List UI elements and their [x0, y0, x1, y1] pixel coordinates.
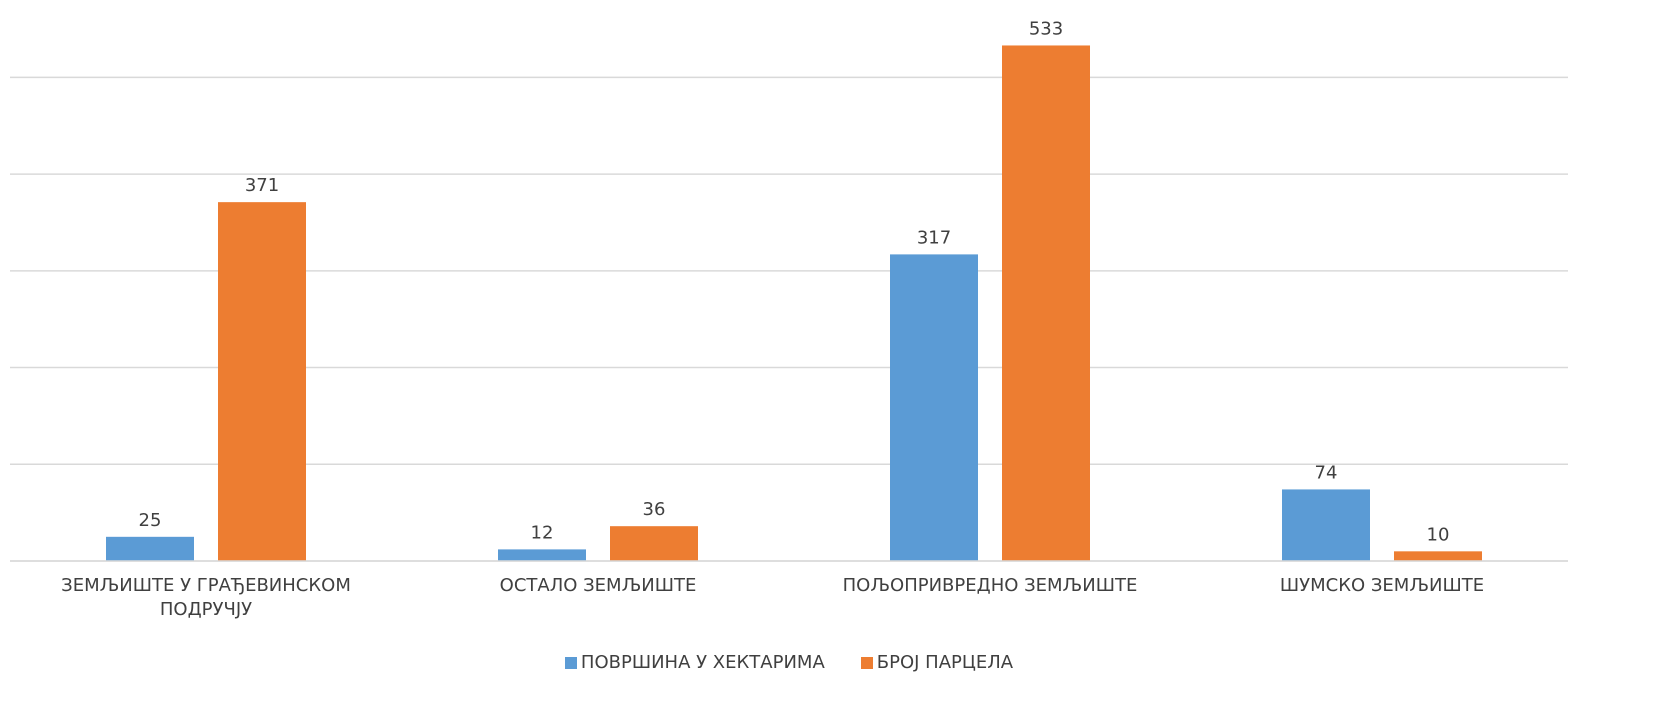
value-label: 25 — [139, 510, 162, 531]
value-label: 10 — [1427, 524, 1450, 545]
x-tick-label: ПОЉОПРИВРЕДНО ЗЕМЉИШТЕ — [842, 575, 1138, 596]
bar — [1282, 489, 1370, 561]
bar — [890, 254, 978, 562]
legend-item: БРОЈ ПАРЦЕЛА — [860, 652, 1014, 673]
bar — [610, 526, 698, 561]
x-tick-label: ОСТАЛО ЗЕМЉИШТЕ — [499, 575, 697, 596]
value-label: 317 — [917, 227, 951, 248]
value-label: 533 — [1029, 18, 1063, 39]
x-tick-label: ШУМСКО ЗЕМЉИШТЕ — [1279, 575, 1485, 596]
legend-label: БРОЈ ПАРЦЕЛА — [876, 652, 1014, 673]
legend-item: ПОВРШИНА У ХЕКТАРИМА — [564, 652, 825, 673]
legend-swatch — [860, 656, 873, 669]
value-label: 36 — [643, 499, 666, 520]
legend-swatch — [564, 656, 577, 669]
x-tick-label: ЗЕМЉИШТЕ У ГРАЂЕВИНСКОМ ПОДРУЧЈУ — [61, 575, 351, 620]
bar — [218, 202, 306, 561]
value-label: 12 — [531, 522, 554, 543]
legend: ПОВРШИНА У ХЕКТАРИМА БРОЈ ПАРЦЕЛА — [0, 652, 1578, 673]
bar — [1002, 45, 1090, 562]
bar — [498, 549, 586, 561]
value-label: 371 — [245, 175, 279, 196]
legend-label: ПОВРШИНА У ХЕКТАРИМА — [580, 652, 825, 673]
bar — [1394, 551, 1482, 561]
value-label: 74 — [1315, 462, 1338, 483]
bar — [106, 536, 194, 561]
